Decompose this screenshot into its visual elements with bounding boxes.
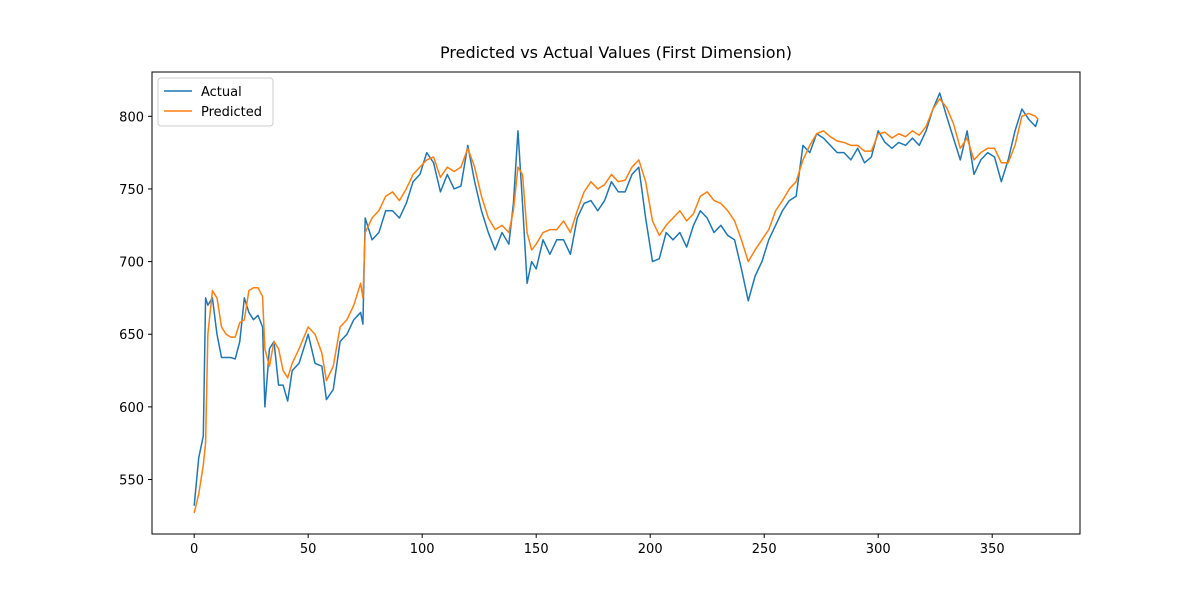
x-tick-label: 200 — [638, 542, 663, 557]
axes-frame — [151, 71, 1081, 535]
x-tick-label: 350 — [980, 542, 1005, 557]
x-tick-label: 250 — [752, 542, 777, 557]
legend-label: Predicted — [201, 105, 262, 120]
y-tick-label: 700 — [119, 256, 144, 271]
x-tick-label: 150 — [524, 542, 549, 557]
legend-box — [157, 77, 274, 127]
y-tick-label: 600 — [119, 401, 144, 416]
line-series — [193, 92, 1039, 506]
y-tick-label: 550 — [119, 474, 144, 489]
legend-label: Actual — [201, 85, 242, 100]
x-tick-label: 50 — [300, 542, 317, 557]
chart-title: Predicted vs Actual Values (First Dimens… — [440, 43, 792, 62]
y-tick-label: 800 — [119, 110, 144, 125]
y-tick-label: 650 — [119, 328, 144, 343]
line-series — [193, 98, 1039, 514]
x-tick-label: 0 — [190, 542, 198, 557]
y-tick-label: 750 — [119, 183, 144, 198]
x-tick-label: 300 — [866, 542, 891, 557]
x-tick-label: 100 — [410, 542, 435, 557]
